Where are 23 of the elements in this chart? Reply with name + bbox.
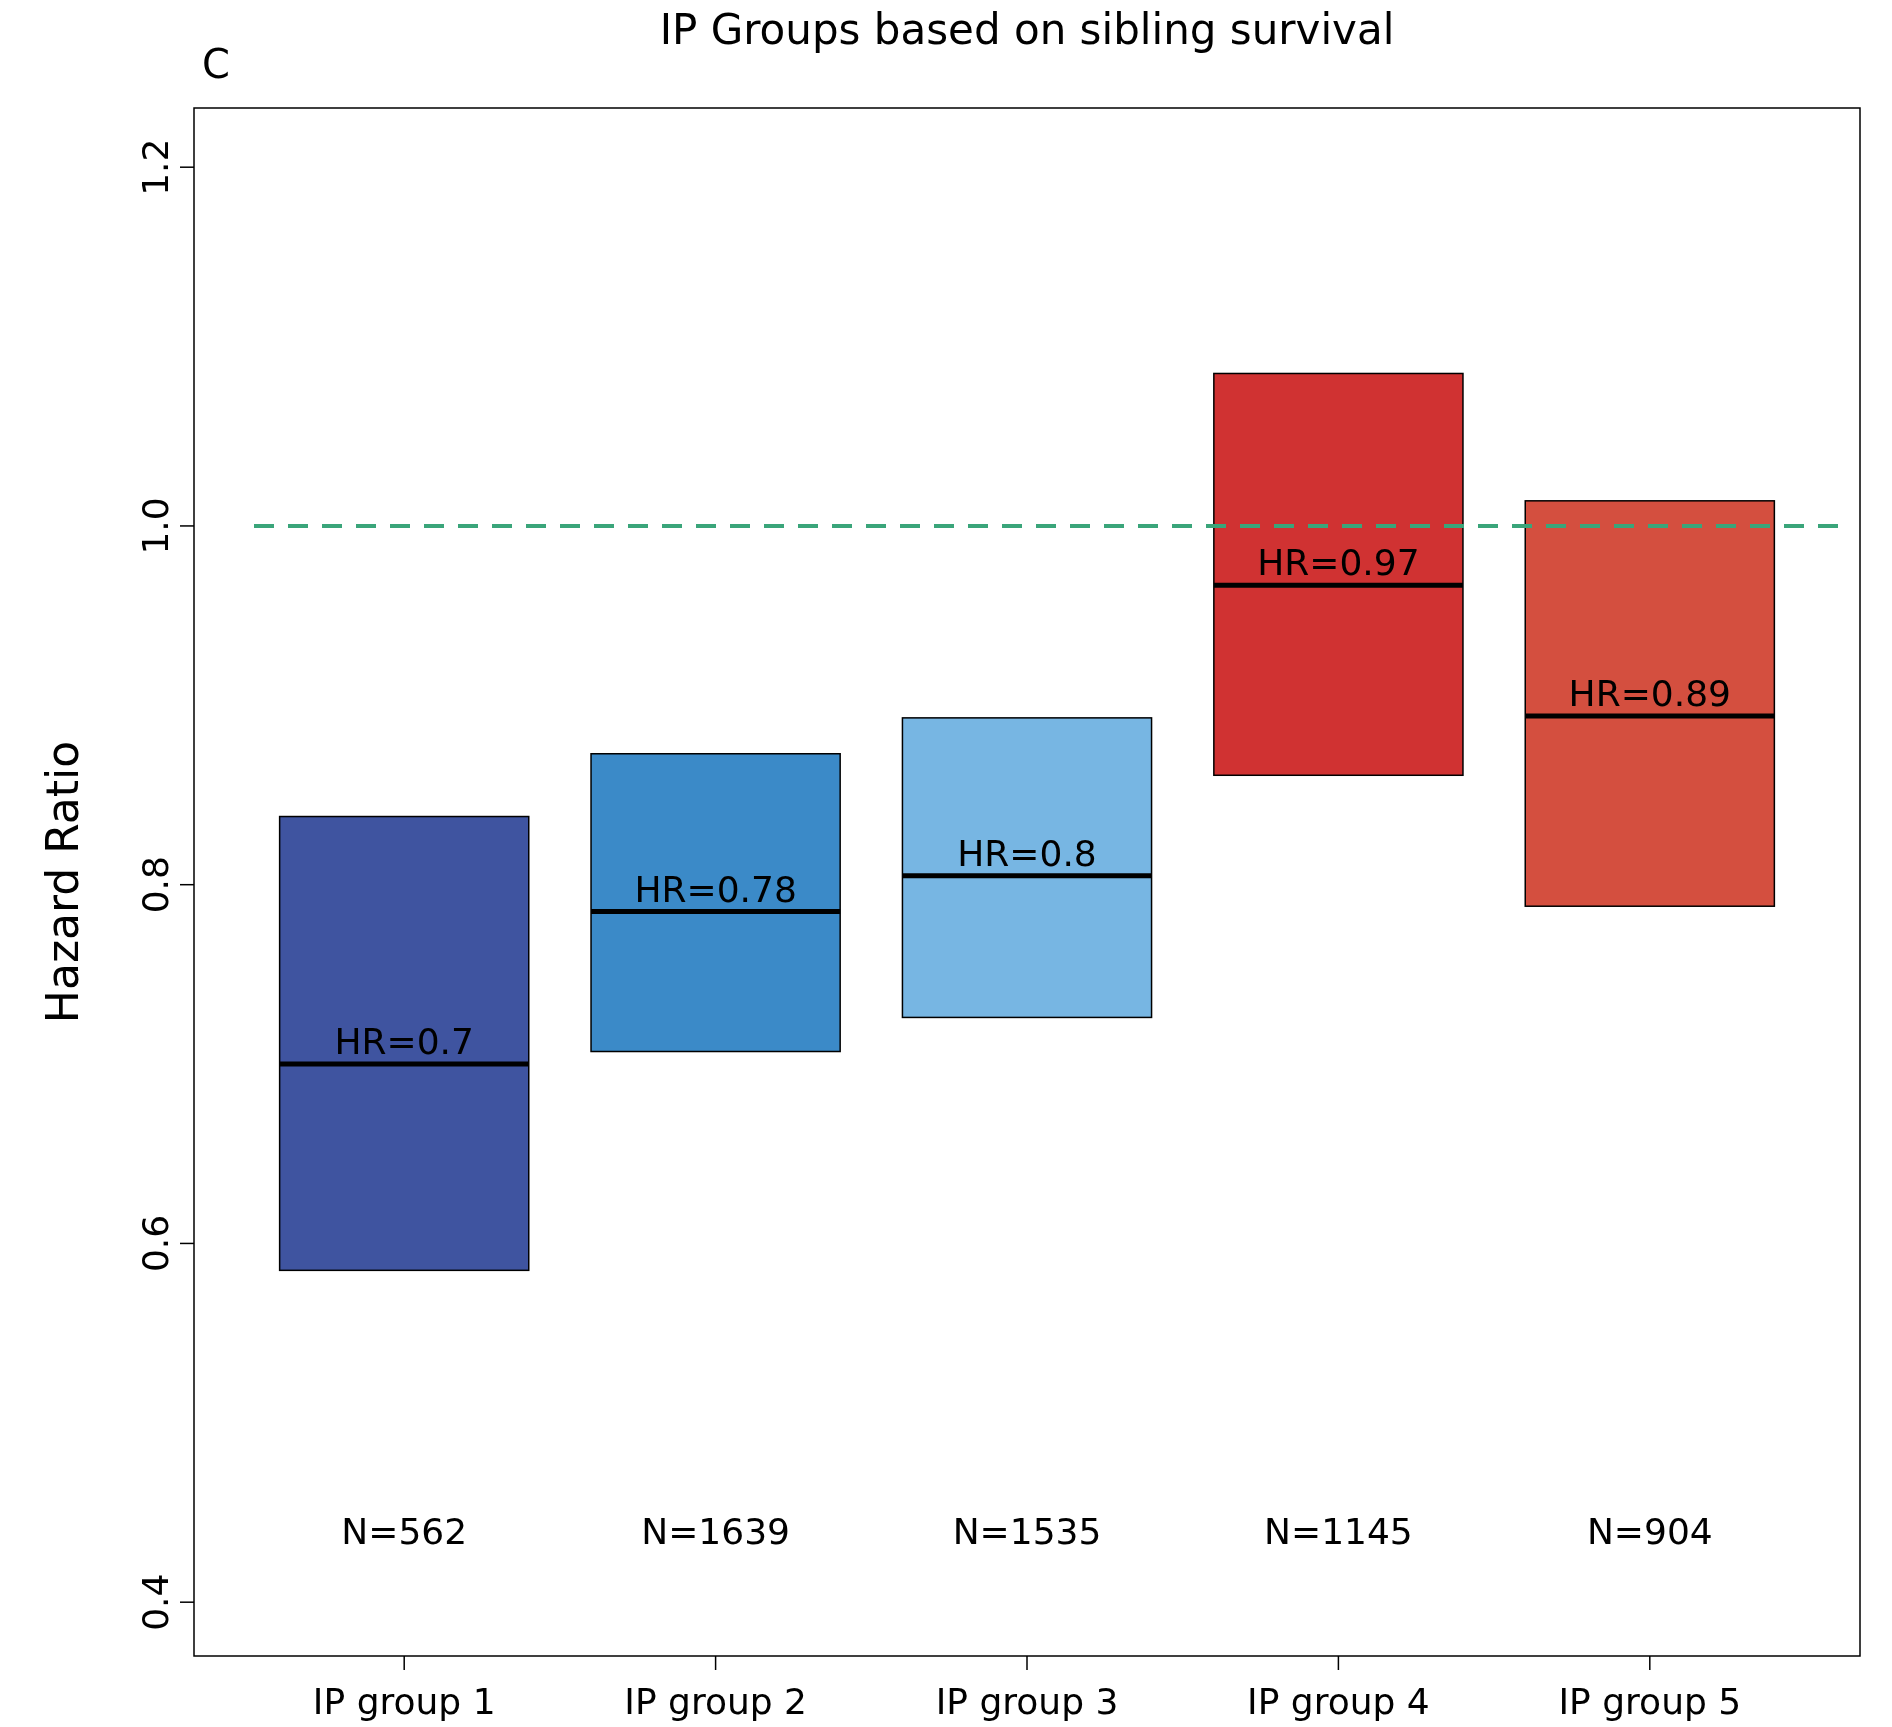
annotation: N=1535: [952, 1511, 1102, 1552]
annotation: HR=0.89: [1568, 673, 1732, 715]
x-tick-label: IP group 4: [1247, 1681, 1430, 1722]
y-tick-label: 0.4: [135, 1573, 176, 1631]
x-tick-label: IP group 1: [312, 1681, 496, 1722]
annotation: HR=0.97: [1257, 542, 1420, 584]
annotation: N=562: [341, 1511, 468, 1552]
annotation: HR=0.8: [957, 832, 1097, 874]
x-tick-label: IP group 2: [624, 1681, 807, 1722]
x-tick-label: IP group 3: [935, 1681, 1119, 1722]
annotation: HR=0.7: [334, 1021, 474, 1063]
y-tick-label: 1.2: [135, 138, 176, 196]
chart-subtitle: C: [202, 41, 230, 87]
x-tick-label: IP group 5: [1558, 1681, 1742, 1722]
y-tick-label: 1.0: [135, 497, 176, 555]
annotation: N=1145: [1264, 1511, 1413, 1552]
y-axis-title: Hazard Ratio: [37, 740, 88, 1024]
annotation: N=904: [1586, 1511, 1713, 1552]
chart-title: IP Groups based on sibling survival: [659, 5, 1395, 54]
annotation: N=1639: [641, 1511, 790, 1552]
annotation: HR=0.78: [634, 868, 797, 910]
y-tick-label: 0.6: [135, 1214, 176, 1273]
y-tick-label: 0.8: [135, 856, 176, 914]
